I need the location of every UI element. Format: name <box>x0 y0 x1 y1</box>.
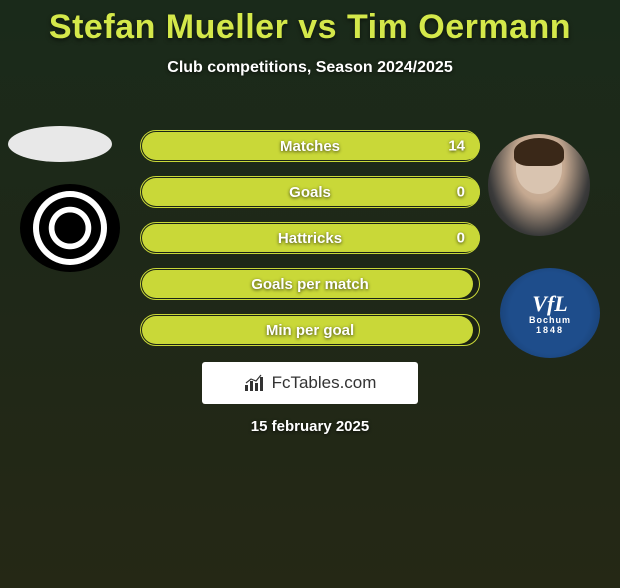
stat-label: Matches <box>280 138 340 155</box>
club-right-text-mid: Bochum <box>529 315 571 325</box>
match-date: 15 february 2025 <box>0 418 620 435</box>
stat-label: Hattricks <box>278 230 342 247</box>
page-title: Stefan Mueller vs Tim Oermann <box>0 8 620 47</box>
stat-row-goals: Goals 0 <box>140 176 480 208</box>
stat-row-min-per-goal: Min per goal <box>140 314 480 346</box>
stat-label: Min per goal <box>266 322 354 339</box>
player-left-avatar <box>8 126 112 162</box>
stat-value: 14 <box>448 138 465 155</box>
stat-label: Goals <box>289 184 331 201</box>
stat-row-goals-per-match: Goals per match <box>140 268 480 300</box>
subtitle: Club competitions, Season 2024/2025 <box>0 59 620 77</box>
club-right-text-top: VfL <box>532 291 567 317</box>
stat-row-matches: Matches 14 <box>140 130 480 162</box>
stat-value: 0 <box>457 184 465 201</box>
stats-list: Matches 14 Goals 0 Hattricks 0 Goals per… <box>140 130 480 360</box>
player-right-club-badge: VfL Bochum 1848 <box>500 268 600 358</box>
club-right-text-bot: 1848 <box>536 325 564 335</box>
brand-logo[interactable]: FcTables.com <box>202 362 418 404</box>
stat-row-hattricks: Hattricks 0 <box>140 222 480 254</box>
stat-label: Goals per match <box>251 276 369 293</box>
stat-value: 0 <box>457 230 465 247</box>
bar-chart-icon <box>244 374 266 392</box>
player-right-avatar <box>488 134 590 236</box>
player-left-club-badge <box>20 184 120 272</box>
brand-text: FcTables.com <box>272 373 377 393</box>
